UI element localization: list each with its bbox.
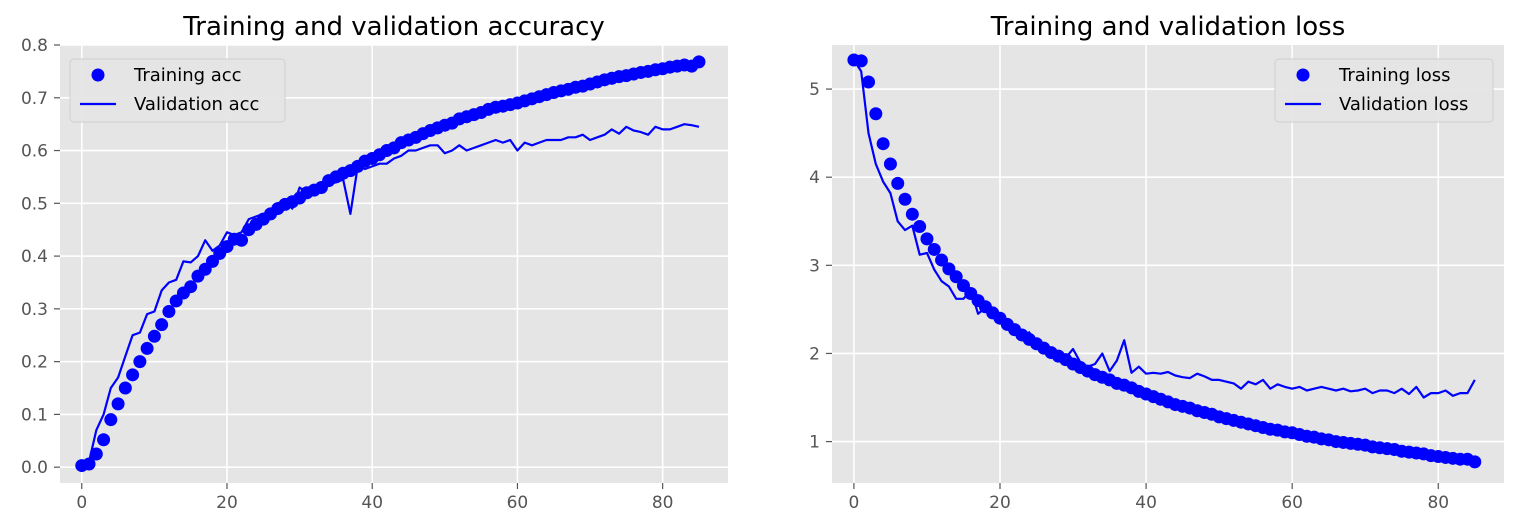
y-tick-label: 0.3 [21, 300, 48, 320]
training-acc-point [82, 457, 96, 471]
chart-title: Training and validation loss [990, 12, 1346, 42]
y-tick-label: 0.5 [21, 194, 48, 214]
legend-box [1274, 58, 1494, 123]
legend-marker-swatch [91, 68, 105, 82]
training-acc-point [162, 304, 176, 318]
legend-label: Validation loss [1339, 94, 1468, 115]
training-acc-point [147, 329, 161, 343]
training-loss-point [913, 220, 927, 234]
training-loss-point [898, 192, 912, 206]
x-tick-label: 20 [989, 493, 1011, 513]
training-loss-point [891, 176, 905, 190]
training-loss-point [920, 232, 934, 246]
training-acc-point [118, 381, 132, 395]
training-acc-point [235, 233, 249, 247]
y-tick-label: 0.2 [21, 353, 48, 373]
x-tick-label: 0 [848, 493, 859, 513]
training-acc-point [89, 447, 103, 461]
training-acc-point [184, 280, 198, 294]
training-acc-point [140, 341, 154, 355]
legend-marker-swatch [1296, 68, 1310, 82]
training-loss-point [905, 207, 919, 221]
training-loss-point [854, 54, 868, 68]
training-acc-point [97, 433, 111, 447]
validation-acc-line [81, 123, 700, 466]
chart-title: Training and validation accuracy [182, 12, 605, 42]
training-acc-point [111, 397, 125, 411]
y-tick-label: 4 [809, 168, 820, 188]
x-tick-label: 0 [76, 493, 87, 513]
training-acc-point [133, 355, 147, 369]
x-tick-label: 80 [1427, 493, 1449, 513]
training-acc-point [692, 55, 706, 69]
legend-label: Training acc [133, 65, 242, 86]
training-loss-point [883, 157, 897, 171]
legend-box [69, 58, 286, 123]
x-tick-label: 80 [652, 493, 674, 513]
training-loss-point [935, 253, 949, 267]
training-loss-point [876, 137, 890, 151]
x-tick-label: 20 [216, 493, 238, 513]
y-tick-label: 0.4 [21, 247, 48, 267]
x-tick-label: 60 [507, 493, 529, 513]
training-loss-point [1468, 455, 1482, 469]
training-acc-point [126, 368, 140, 382]
x-tick-label: 60 [1281, 493, 1303, 513]
loss-chart: 0 20 40 60 80 1 2 3 4 5 Training and validation lo… [809, 12, 1504, 513]
y-tick-label: 0.1 [21, 405, 48, 425]
training-loss-point [949, 270, 963, 284]
y-tick-label: 5 [809, 80, 820, 100]
validation-loss-line [852, 59, 1476, 399]
training-loss-point [869, 107, 883, 121]
y-tick-label: 1 [809, 433, 820, 453]
y-tick-label: 3 [809, 256, 820, 276]
accuracy-chart: 0 20 40 60 80 0.0 0.1 0.2 0.3 0.4 0.5 0.6 0.7 0.8 Trai… [21, 12, 728, 513]
y-tick-label: 0.8 [21, 36, 48, 56]
x-tick-label: 40 [1135, 493, 1157, 513]
legend-label: Training loss [1338, 65, 1451, 86]
training-acc-point [155, 318, 169, 332]
y-tick-label: 2 [809, 344, 820, 364]
legend-label: Validation acc [134, 94, 259, 115]
y-tick-label: 0.6 [21, 142, 48, 162]
y-tick-label: 0.0 [21, 458, 48, 478]
training-loss-point [862, 75, 876, 89]
training-loss-point [927, 242, 941, 256]
y-tick-label: 0.7 [21, 89, 48, 109]
x-tick-label: 40 [361, 493, 383, 513]
training-acc-point [104, 413, 118, 427]
